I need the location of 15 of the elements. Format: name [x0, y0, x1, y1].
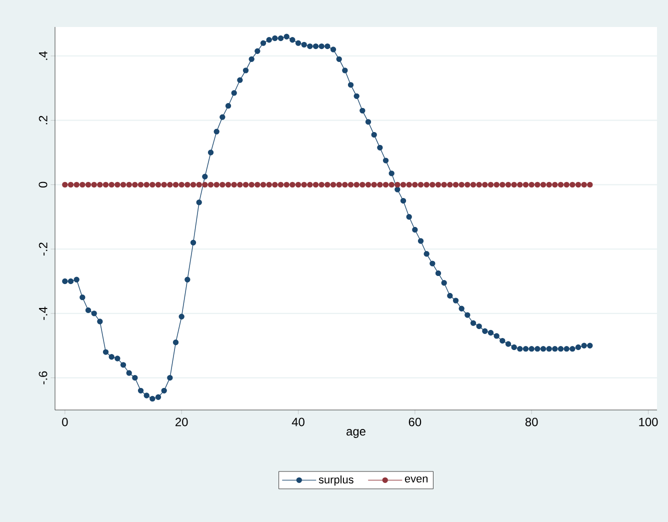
legend-label: surplus: [318, 475, 354, 486]
x-axis-title: age: [346, 429, 366, 438]
x-tick-label: 100: [639, 418, 658, 426]
y-tick-label: .4: [39, 51, 48, 60]
x-tick-label: 80: [525, 418, 538, 426]
x-tick-label: 40: [292, 418, 304, 426]
x-tick-label: 0: [62, 418, 68, 426]
y-tick-label: .2: [38, 116, 48, 124]
y-tick-label: -.2: [38, 242, 48, 256]
y-tick-label: -.6: [38, 371, 48, 384]
x-tick-label: 20: [176, 418, 188, 426]
y-tick-label: 0: [38, 182, 48, 188]
y-tick-label: -.4: [39, 306, 48, 320]
legend-label: even: [404, 476, 428, 482]
x-tick-label: 60: [408, 418, 422, 426]
